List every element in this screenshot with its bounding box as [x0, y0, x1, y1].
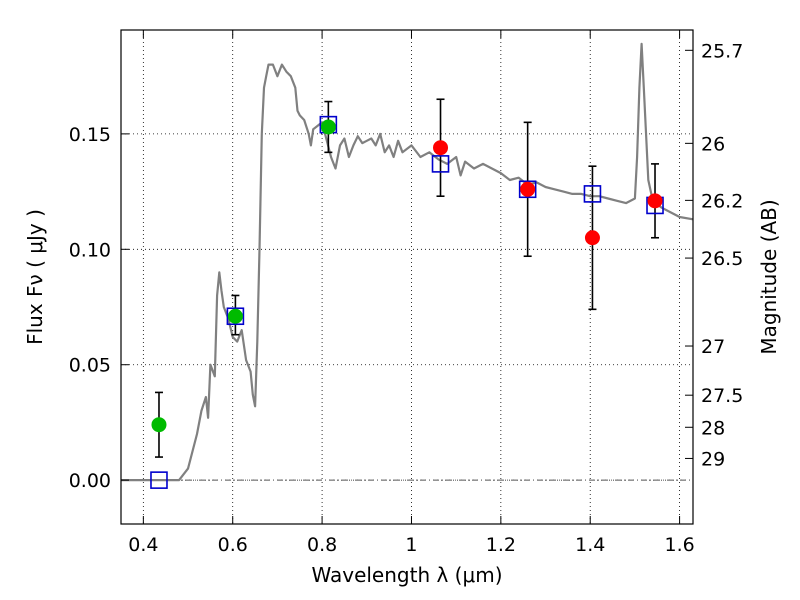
x-axis-label: Wavelength λ (μm) — [311, 563, 502, 587]
y-tick-label: 0.05 — [69, 355, 111, 377]
nir-point — [647, 193, 663, 209]
optical-point — [320, 119, 336, 135]
synthetic-square — [150, 471, 168, 489]
y2-tick-label: 27.5 — [701, 385, 743, 407]
plot-frame — [120, 29, 694, 525]
x-tick-label: 1.6 — [664, 534, 694, 556]
synthetic-square — [226, 307, 245, 326]
nir-point — [584, 230, 600, 246]
model-spectrum-line — [121, 42, 694, 482]
y2-tick-label: 25.7 — [701, 40, 743, 62]
optical-point — [151, 417, 167, 433]
y2-tick-label: 26.2 — [701, 190, 743, 212]
grid — [121, 30, 693, 524]
plot-background — [121, 30, 693, 524]
y2-tick-label: 29 — [701, 448, 725, 470]
nir-point — [520, 181, 536, 197]
x-tick-label: 0.4 — [128, 534, 158, 556]
data-marks — [150, 98, 664, 489]
y2-tick-label: 26.5 — [701, 248, 743, 270]
x-tick-label: 1.2 — [486, 534, 516, 556]
x-tick-label: 0.8 — [307, 534, 337, 556]
y2-tick-label: 27 — [701, 336, 725, 358]
axis-ticks: 0.4 0.6 0.8 1 1.2 1.4 1.6 0.00 0.05 0.10 0.15 25.7 2… — [69, 30, 743, 556]
y2-tick-label: 28 — [701, 417, 725, 439]
x-tick-label: 1 — [405, 534, 417, 556]
synthetic-square — [583, 185, 602, 203]
synthetic-square — [518, 180, 537, 199]
nir-point — [433, 140, 449, 156]
y2-tick-label: 26 — [701, 133, 725, 155]
y-tick-label: 0.10 — [69, 239, 111, 261]
y2-axis-label: Magnitude (AB) — [757, 199, 781, 354]
y-tick-label: 0.15 — [69, 124, 111, 146]
optical-point — [227, 308, 243, 324]
x-tick-label: 0.6 — [218, 534, 248, 556]
y-tick-label: 0.00 — [69, 470, 111, 492]
synthetic-square — [431, 155, 450, 173]
y-axis-label: Flux Fν ( μJy ) — [23, 209, 47, 345]
x-tick-label: 1.4 — [575, 534, 605, 556]
